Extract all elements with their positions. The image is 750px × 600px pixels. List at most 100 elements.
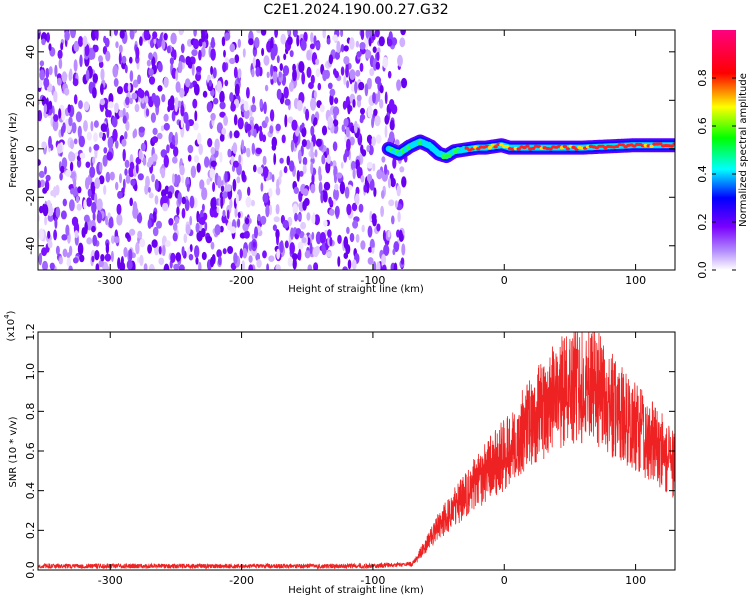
noise-cell (233, 252, 238, 265)
noise-cell (393, 262, 398, 270)
noise-cell (151, 136, 159, 144)
noise-cell (252, 241, 256, 248)
noise-cell (271, 174, 275, 183)
noise-cell (371, 241, 375, 248)
snr-ytick-label: 0.6 (24, 442, 37, 460)
noise-cell (387, 70, 392, 79)
noise-cell (135, 241, 140, 255)
noise-cell (287, 257, 293, 267)
noise-cell (310, 125, 315, 137)
noise-cell (200, 46, 206, 58)
signal-cell (487, 146, 492, 150)
noise-cell (112, 65, 119, 78)
noise-cell (274, 30, 278, 38)
noise-cell (38, 110, 43, 122)
noise-cell (138, 149, 143, 160)
signal-cell (649, 144, 654, 148)
noise-cell (253, 128, 257, 138)
noise-cell (156, 220, 162, 229)
noise-cell (234, 83, 240, 97)
noise-cell (382, 56, 389, 69)
noise-cell (107, 136, 114, 150)
noise-cell (375, 134, 382, 144)
noise-cell (83, 101, 90, 111)
noise-cell (96, 211, 103, 224)
noise-cell (121, 139, 127, 147)
noise-cell (398, 232, 404, 242)
noise-cell (91, 225, 96, 233)
spectrogram-ylabel: Frequency (Hz) (8, 112, 19, 188)
noise-cell (280, 33, 287, 45)
noise-cell (118, 44, 123, 54)
noise-cell (392, 157, 397, 169)
noise-cell (187, 144, 194, 154)
noise-cell (372, 216, 377, 227)
noise-cell (328, 54, 334, 65)
noise-cell (62, 122, 66, 134)
noise-cell (332, 106, 340, 116)
noise-cell (114, 102, 119, 114)
noise-cell (279, 170, 283, 178)
noise-cell (347, 103, 351, 115)
noise-cell (313, 90, 317, 99)
noise-cell (234, 54, 240, 64)
noise-cell (329, 208, 335, 216)
noise-cell (201, 227, 206, 238)
noise-cell (176, 206, 180, 216)
spectrogram-ytick-label: -20 (24, 188, 37, 206)
noise-cell (343, 56, 350, 65)
noise-cell (115, 41, 119, 49)
noise-cell (196, 132, 202, 145)
noise-cell (139, 36, 143, 47)
spectrogram-ytick-label: -40 (24, 237, 37, 255)
noise-cell (73, 40, 80, 53)
noise-cell (214, 138, 220, 151)
noise-cell (163, 263, 170, 270)
noise-cell (222, 191, 229, 199)
noise-cell (122, 178, 126, 190)
snr-y-multiplier: (x104) (3, 310, 17, 341)
noise-cell (217, 175, 222, 189)
noise-cell (284, 240, 289, 249)
noise-cell (124, 64, 128, 74)
noise-cell (84, 221, 88, 235)
noise-cell (106, 151, 113, 161)
noise-cell (92, 234, 98, 247)
noise-cell (321, 154, 326, 165)
noise-cell (223, 115, 229, 126)
noise-cell (272, 71, 278, 84)
noise-cell (383, 244, 390, 256)
noise-cell (93, 120, 99, 128)
noise-cell (254, 58, 261, 71)
noise-cell (229, 198, 233, 209)
figure-title: C2E1.2024.190.00.27.G32 (263, 2, 448, 18)
noise-cell (340, 66, 345, 76)
noise-cell (374, 115, 381, 127)
noise-cell (39, 69, 45, 81)
noise-cell (397, 211, 401, 223)
noise-cell (175, 252, 182, 262)
noise-cell (138, 89, 145, 99)
noise-cell (375, 61, 380, 70)
noise-cell (41, 38, 46, 46)
noise-cell (175, 81, 181, 93)
noise-cell (122, 107, 126, 118)
noise-cell (60, 165, 65, 174)
noise-cell (102, 154, 108, 167)
signal-cell (531, 146, 536, 150)
noise-cell (276, 248, 280, 260)
noise-cell (119, 30, 125, 39)
noise-cell (140, 142, 146, 152)
noise-cell (129, 56, 133, 64)
colorbar-gradient (712, 30, 736, 270)
noise-cell (126, 260, 133, 270)
noise-cell (394, 200, 398, 209)
noise-cell (138, 212, 142, 224)
noise-cell (70, 30, 76, 39)
noise-cell (74, 230, 79, 239)
noise-cell (53, 90, 58, 103)
noise-cell (94, 30, 99, 38)
noise-cell (104, 37, 110, 48)
noise-cell (38, 159, 41, 166)
noise-cell (100, 254, 105, 262)
